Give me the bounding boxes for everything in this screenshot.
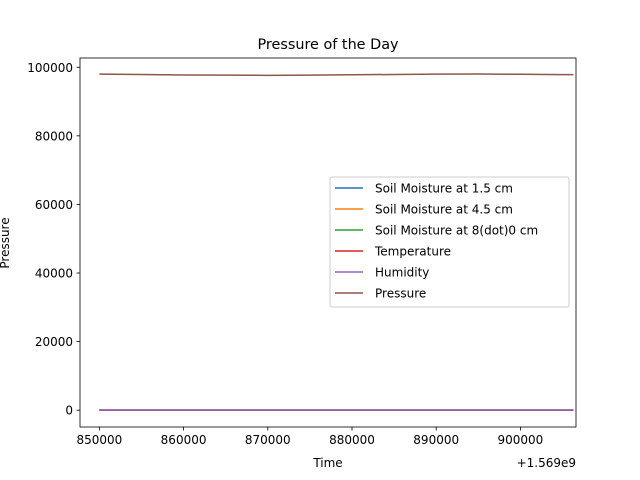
y-tick-label: 20000	[35, 335, 73, 349]
chart-title: Pressure of the Day	[257, 37, 399, 53]
x-tick-label: 870000	[245, 433, 291, 447]
legend-label-5: Pressure	[375, 287, 426, 301]
legend-items: Soil Moisture at 1.5 cm Soil Moisture at …	[335, 182, 538, 301]
axes-layer: 850000 860000 870000 880000 890000 900000 0 200…	[27, 61, 543, 447]
x-axis-label: Time	[312, 456, 342, 470]
x-tick-label: 880000	[329, 433, 375, 447]
x-tick-label: 900000	[498, 433, 544, 447]
x-tick-label: 860000	[161, 433, 207, 447]
legend-label-3: Temperature	[374, 245, 451, 259]
plot-area-frame	[79, 57, 577, 428]
y-tick-label: 60000	[35, 198, 73, 212]
x-tick-label: 890000	[413, 433, 459, 447]
series-line-5	[99, 73, 574, 77]
legend: Soil Moisture at 1.5 cm Soil Moisture at …	[329, 176, 570, 308]
x-offset-label: +1.569e9	[517, 456, 576, 470]
legend-label-4: Humidity	[375, 266, 429, 280]
y-tick-label: 40000	[35, 267, 73, 281]
y-tick-label: 0	[65, 404, 73, 418]
legend-label-1: Soil Moisture at 4.5 cm	[375, 203, 513, 217]
y-tick-label: 80000	[35, 129, 73, 143]
legend-box	[329, 176, 570, 308]
legend-label-2: Soil Moisture at 8(dot)0 cm	[375, 224, 538, 238]
y-tick-label: 100000	[27, 61, 73, 75]
x-tick-label: 850000	[76, 433, 122, 447]
y-axis-label: Pressure	[0, 217, 12, 268]
series-layer	[99, 73, 574, 411]
legend-label-0: Soil Moisture at 1.5 cm	[375, 182, 513, 196]
